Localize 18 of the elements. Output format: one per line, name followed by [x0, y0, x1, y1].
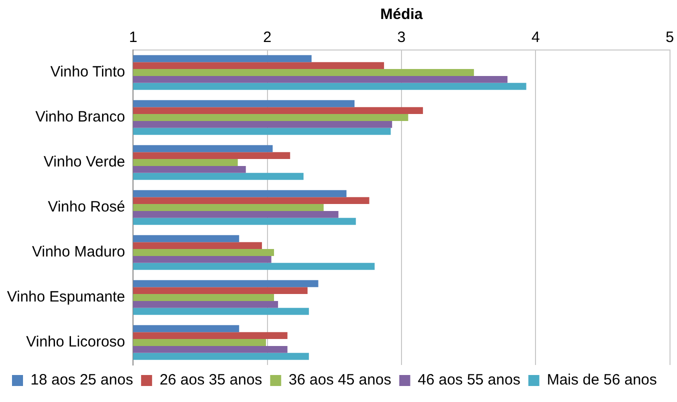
- x-tick-label: 5: [666, 29, 674, 46]
- legend-label: 46 aos 55 anos: [418, 372, 520, 389]
- x-axis-title: Média: [380, 6, 424, 24]
- y-tick-label: Vinho Licoroso: [26, 334, 126, 351]
- y-tick-label: Vinho Espumante: [7, 288, 126, 306]
- y-tick-label: Vinho Tinto: [50, 64, 126, 81]
- x-tick-label: 4: [531, 29, 540, 46]
- legend-label: 26 aos 35 anos: [160, 372, 262, 389]
- legend-label: Mais de 56 anos: [546, 372, 657, 389]
- legend-label: 18 aos 25 anos: [30, 372, 134, 389]
- y-tick-label: Vinho Branco: [35, 108, 126, 126]
- y-tick-label: Vinho Verde: [44, 154, 126, 171]
- y-tick-label: Vinho Maduro: [32, 244, 126, 261]
- legend-label: 36 aos 45 anos: [288, 372, 392, 389]
- x-tick-label: 1: [128, 29, 138, 46]
- x-tick-label: 3: [397, 29, 406, 46]
- y-tick-label: Vinho Rosé: [48, 198, 126, 216]
- x-tick-label: 2: [263, 29, 272, 46]
